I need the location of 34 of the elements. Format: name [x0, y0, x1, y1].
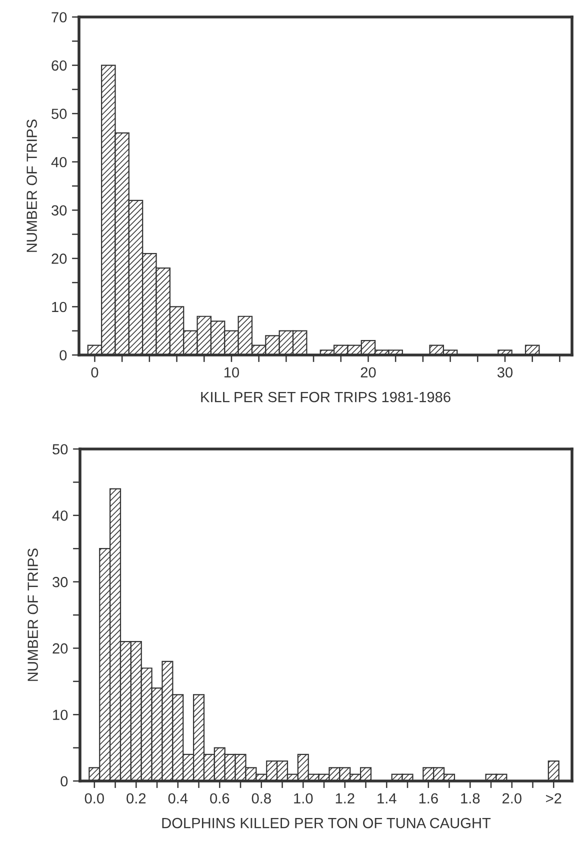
x-tick-label: 2.0	[502, 793, 522, 804]
y-tick-label: 20	[52, 254, 67, 264]
x-tick-label: 0	[91, 367, 98, 378]
x-tick-label: 1.2	[336, 793, 354, 804]
y-tick-label: 10	[53, 710, 68, 720]
y-tick-label: 10	[52, 302, 67, 312]
x-tick-label: >2	[546, 793, 562, 804]
y-axis-title: NUMBER OF TRIPS	[26, 120, 37, 252]
y-tick-label: 50	[52, 444, 68, 454]
x-tick-label: 1.6	[419, 793, 438, 804]
y-tick-label: 50	[52, 108, 67, 119]
x-tick-label: 0.0	[84, 793, 104, 804]
x-tick-label: 20	[360, 367, 376, 378]
y-tick-label: 30	[52, 576, 68, 588]
y-tick-label: 40	[52, 510, 68, 521]
x-tick-label: 0.8	[252, 793, 271, 804]
y-tick-label: 20	[52, 643, 68, 654]
x-tick-label: 10	[224, 367, 240, 378]
x-tick-label: 0.2	[126, 793, 146, 804]
x-axis-title: KILL PER SET FOR TRIPS 1981-1986	[201, 392, 450, 402]
y-tick-label: 0	[60, 776, 68, 786]
x-axis-title: DOLPHINS KILLED PER TON OF TUNA CAUGHT	[162, 818, 491, 828]
x-tick-label: 1.0	[294, 793, 313, 804]
y-axis-title: NUMBER OF TRIPS	[28, 548, 38, 681]
y-tick-label: 0	[60, 350, 67, 360]
y-tick-label: 30	[52, 205, 67, 216]
y-tick-label: 70	[52, 12, 67, 22]
x-tick-label: 30	[497, 367, 513, 378]
y-tick-label: 40	[51, 156, 67, 168]
x-tick-label: 1.4	[378, 793, 396, 804]
x-tick-label: 1.8	[461, 793, 480, 804]
x-tick-label: 0.6	[210, 793, 230, 804]
x-tick-label: 0.4	[168, 793, 188, 804]
y-tick-label: 60	[52, 60, 67, 71]
